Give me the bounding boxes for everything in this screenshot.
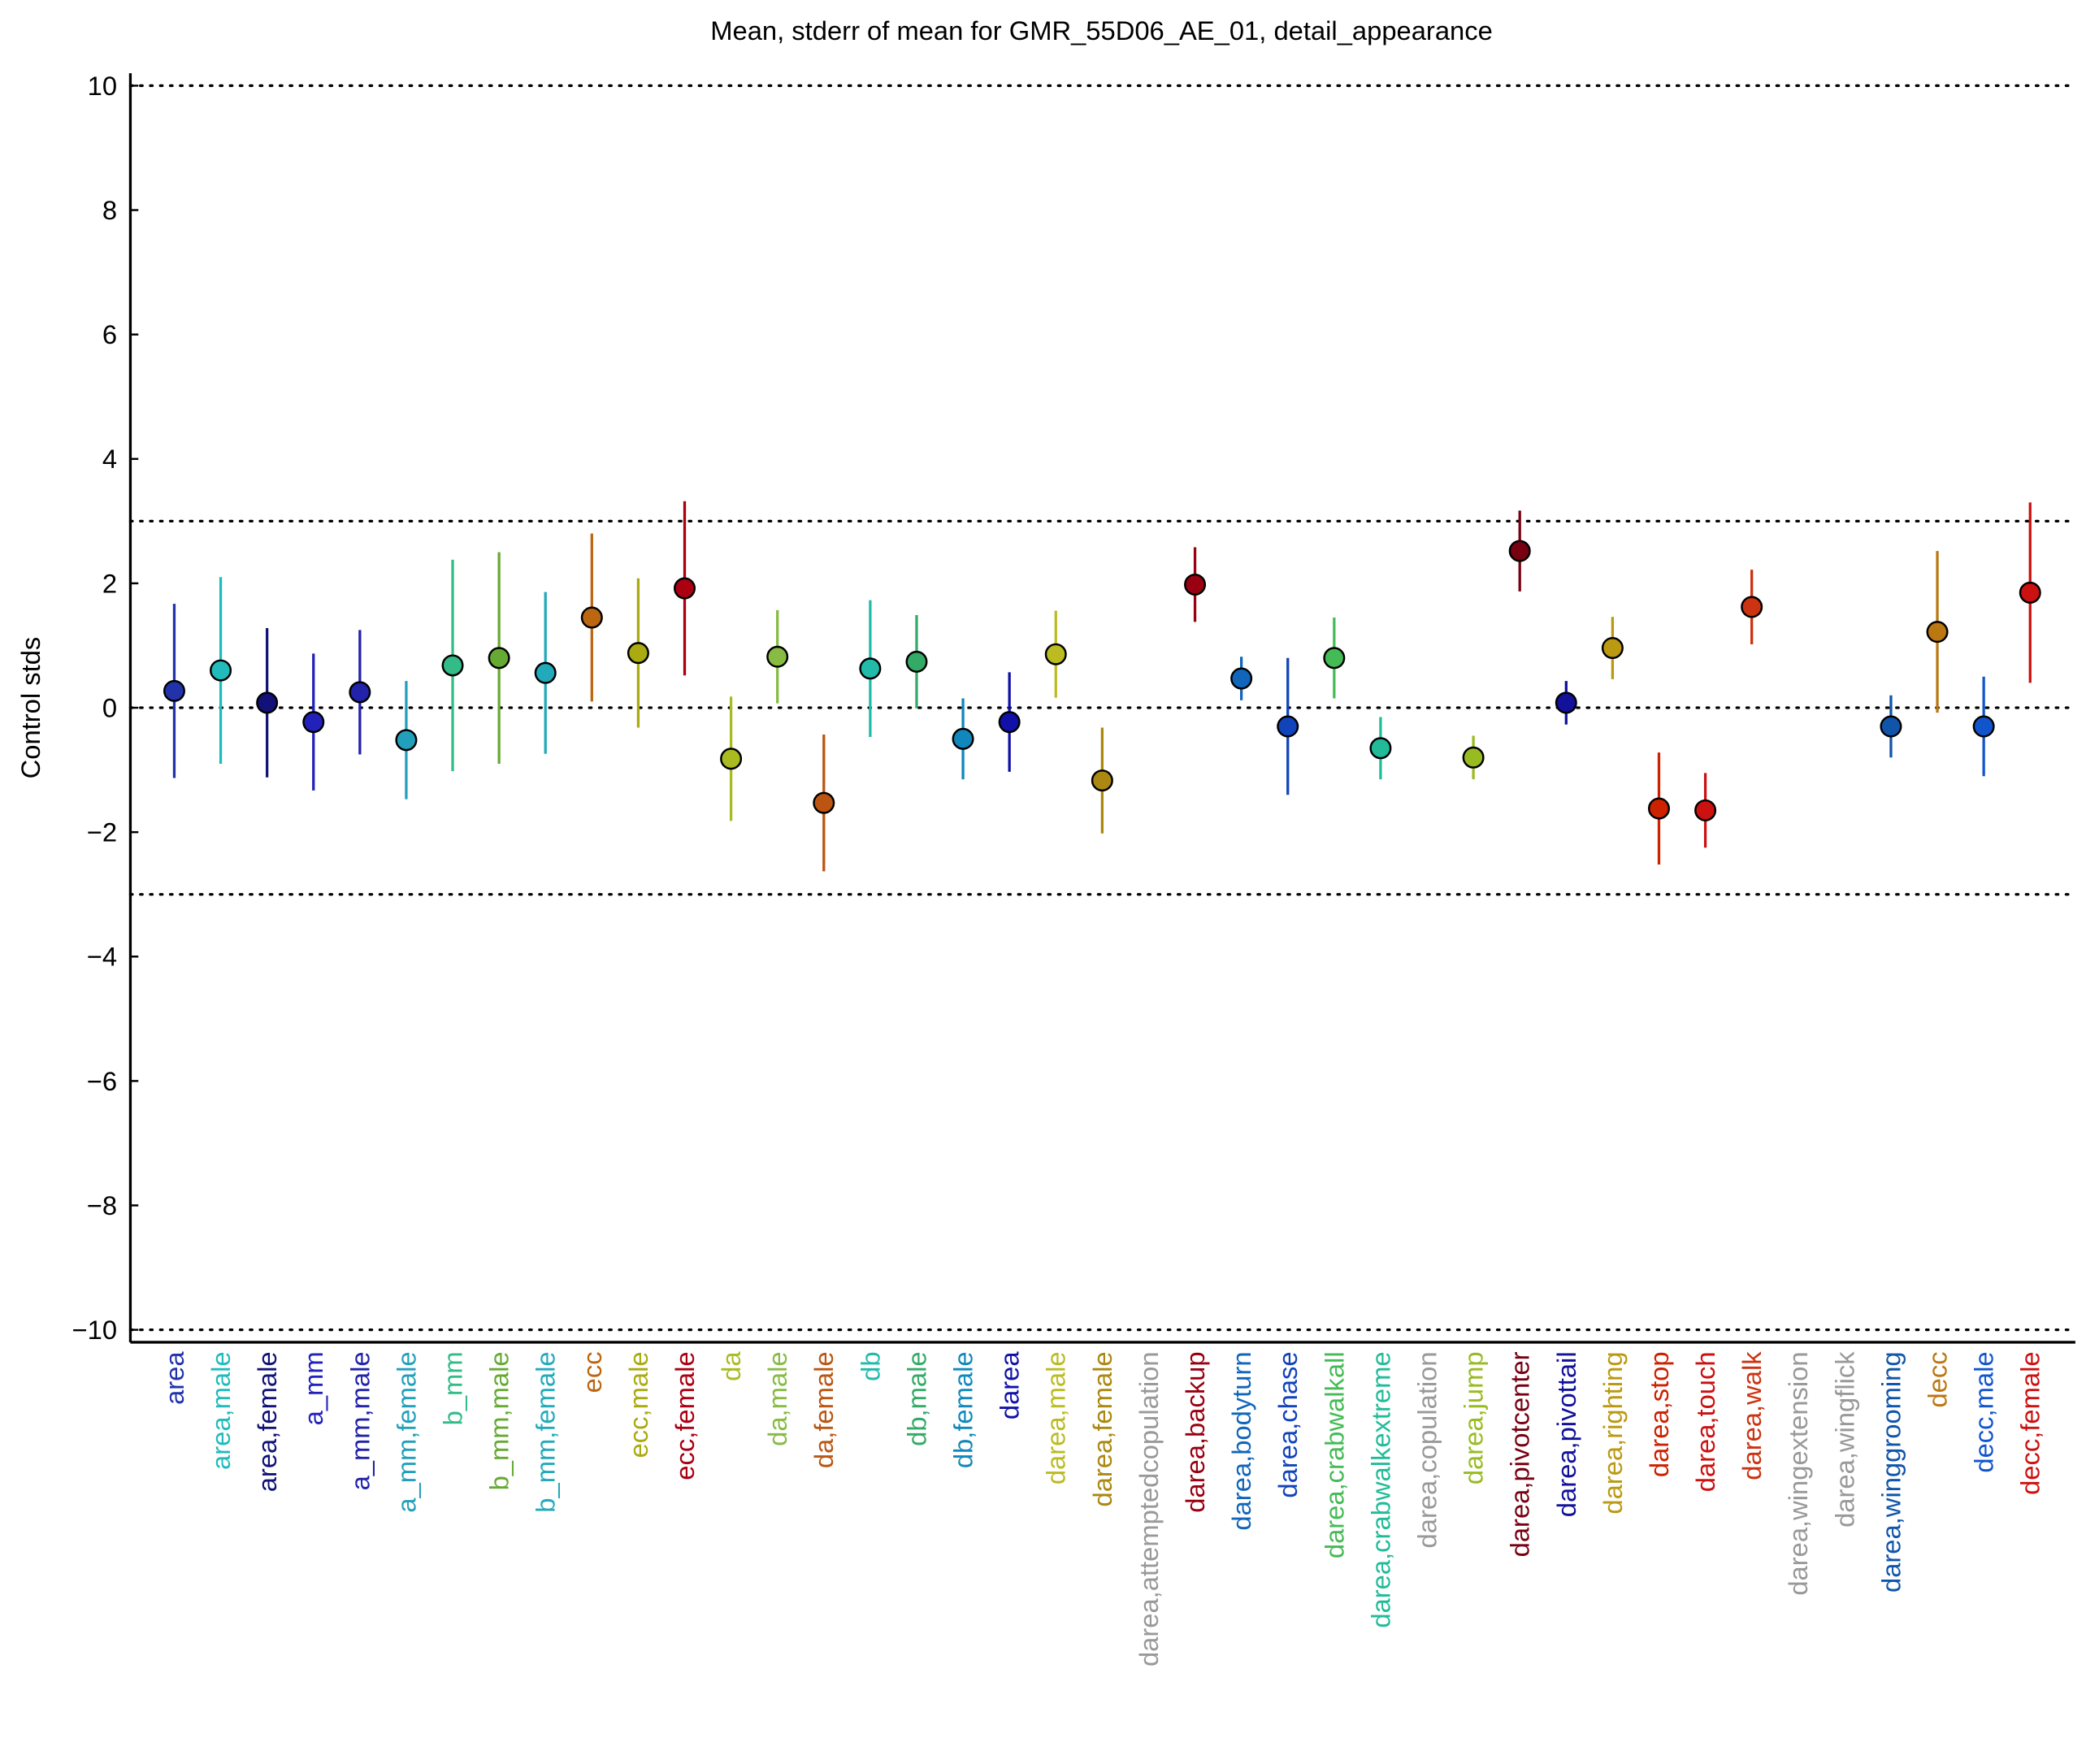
x-tick-label: ecc <box>577 1351 607 1393</box>
mean-marker <box>905 650 928 673</box>
x-tick-label: darea,crabwalkextreme <box>1365 1351 1395 1627</box>
x-tick-label: darea,pivottail <box>1551 1351 1581 1517</box>
mean-marker <box>1880 715 1902 738</box>
x-tick-label: darea,copulation <box>1412 1351 1442 1548</box>
x-tick-label: b_mm <box>437 1351 467 1425</box>
mean-marker <box>1044 643 1067 665</box>
x-tick-label: darea,bodyturn <box>1226 1351 1256 1530</box>
mean-marker <box>256 691 279 714</box>
x-tick-label: decc <box>1923 1351 1953 1407</box>
mean-marker <box>534 661 557 684</box>
x-tick-label: ecc,female <box>670 1351 700 1480</box>
x-tick-label: da <box>716 1351 746 1381</box>
mean-marker <box>1508 540 1531 562</box>
x-tick-label: darea,touch <box>1690 1351 1720 1492</box>
mean-marker <box>1277 715 1299 738</box>
y-tick-label: −6 <box>87 1066 117 1096</box>
mean-marker <box>1926 621 1949 644</box>
x-tick-label: b_mm,female <box>531 1351 561 1512</box>
mean-marker <box>1462 746 1485 769</box>
y-tick-label: 6 <box>102 319 117 349</box>
mean-marker <box>766 645 789 668</box>
x-tick-label: area,female <box>252 1351 282 1492</box>
x-tick-label: darea,righting <box>1598 1351 1628 1514</box>
mean-marker <box>998 711 1021 734</box>
mean-marker <box>395 729 418 752</box>
mean-marker <box>1694 799 1717 821</box>
x-tick-label: da,female <box>809 1351 839 1468</box>
mean-marker <box>1647 797 1670 820</box>
mean-marker <box>2019 581 2041 604</box>
mean-marker <box>1601 637 1624 660</box>
mean-marker <box>210 659 232 682</box>
mean-marker <box>1972 715 1995 738</box>
y-tick-label: 0 <box>102 692 117 722</box>
mean-marker <box>1230 667 1253 690</box>
mean-marker <box>627 642 649 665</box>
mean-marker <box>720 748 743 770</box>
x-tick-label: db,male <box>901 1351 931 1445</box>
x-tick-label: darea,chase <box>1273 1351 1303 1497</box>
x-tick-label: darea,female <box>1087 1351 1117 1506</box>
mean-marker <box>580 606 603 629</box>
mean-marker <box>1369 737 1392 760</box>
x-tick-label: darea,wingflick <box>1829 1351 1859 1528</box>
x-tick-label: a_mm,male <box>345 1351 375 1490</box>
mean-marker <box>1741 596 1763 618</box>
mean-marker <box>673 577 696 600</box>
x-tick-label: darea,jump <box>1459 1351 1489 1484</box>
chart-title: Mean, stderr of mean for GMR_55D06_AE_01… <box>710 15 1493 46</box>
mean-marker <box>952 727 974 750</box>
x-tick-label: darea,stop <box>1644 1351 1674 1477</box>
y-axis-label: Control stds <box>15 637 46 779</box>
x-tick-label: a_mm <box>298 1351 328 1425</box>
mean-marker <box>349 681 371 704</box>
mean-marker <box>488 647 510 670</box>
x-tick-label: darea,attemptedcopulation <box>1134 1351 1164 1666</box>
y-tick-label: 10 <box>88 71 117 101</box>
x-tick-label: darea <box>995 1351 1025 1420</box>
x-tick-label: db <box>855 1351 885 1380</box>
mean-marker <box>813 791 835 814</box>
x-tick-label: b_mm,male <box>484 1351 514 1490</box>
x-tick-label: darea,male <box>1041 1351 1071 1484</box>
x-tick-label: db,female <box>948 1351 978 1468</box>
y-tick-label: −2 <box>87 817 117 847</box>
y-tick-label: 4 <box>102 444 117 474</box>
mean-marker <box>1555 691 1577 714</box>
x-tick-label: darea,backup <box>1180 1351 1210 1512</box>
x-tick-label: darea,crabwalkall <box>1319 1351 1349 1558</box>
x-tick-label: darea,wingextension <box>1783 1351 1813 1595</box>
mean-marker <box>163 679 185 702</box>
x-tick-label: darea,walk <box>1737 1351 1767 1480</box>
y-tick-label: 2 <box>102 568 117 598</box>
mean-marker <box>302 711 325 734</box>
y-tick-label: 8 <box>102 195 117 225</box>
x-tick-label: decc,male <box>1969 1351 1999 1472</box>
x-tick-label: darea,pivotcenter <box>1505 1351 1535 1557</box>
y-tick-label: −8 <box>87 1190 117 1220</box>
x-tick-label: ecc,male <box>623 1351 653 1458</box>
y-tick-label: −4 <box>87 942 117 972</box>
mean-marker <box>1091 769 1113 792</box>
x-tick-label: area <box>159 1351 189 1405</box>
mean-marker <box>441 654 464 677</box>
mean-marker <box>859 657 882 680</box>
x-tick-label: decc,female <box>2015 1351 2045 1494</box>
mean-marker <box>1323 647 1346 670</box>
x-tick-label: a_mm,female <box>391 1351 421 1512</box>
x-tick-label: darea,winggrooming <box>1876 1351 1906 1593</box>
y-tick-label: −10 <box>72 1315 118 1345</box>
mean-marker <box>1184 573 1207 596</box>
x-tick-label: area,male <box>206 1351 236 1470</box>
x-tick-label: da,male <box>762 1351 792 1445</box>
